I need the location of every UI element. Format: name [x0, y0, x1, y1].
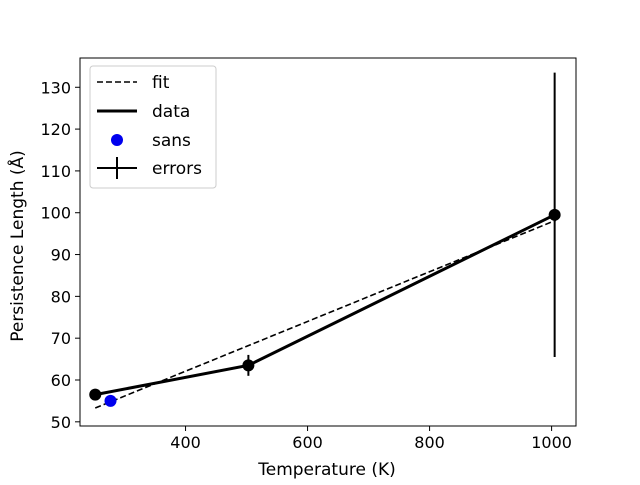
axes-layer: 400 600 800 1000 50 60 70 80 90 100 110 120 130	[40, 57, 577, 452]
legend: fit data sans errors	[89, 65, 217, 189]
legend-box	[89, 65, 217, 189]
axes-frame	[79, 57, 577, 427]
data-point	[548, 208, 561, 221]
y-tick-label: 90	[51, 246, 71, 265]
y-tick-label: 70	[51, 329, 71, 348]
plot-layer	[89, 72, 561, 409]
data-point	[242, 359, 255, 372]
y-tick-label: 100	[40, 204, 71, 223]
x-tick-label: 600	[292, 433, 323, 452]
legend-label-errors: errors	[152, 159, 202, 179]
x-axis-label: Temperature (K)	[257, 460, 396, 480]
y-tick-label: 120	[40, 120, 71, 139]
y-tick-label: 80	[51, 287, 71, 306]
x-tick-label: 800	[414, 433, 445, 452]
x-tick-label: 1000	[531, 433, 572, 452]
y-axis-label: Persistence Length (Å)	[6, 150, 28, 342]
x-tick-label: 400	[170, 433, 201, 452]
legend-label-sans: sans	[152, 131, 191, 151]
y-tick-label: 60	[51, 371, 71, 390]
legend-label-fit: fit	[152, 73, 170, 93]
data-point	[89, 388, 102, 401]
y-tick-label: 110	[40, 162, 71, 181]
y-tick-label: 50	[51, 413, 71, 432]
legend-sans-handle	[111, 134, 123, 146]
y-tick-label: 130	[40, 78, 71, 97]
legend-label-data: data	[152, 102, 190, 122]
sans-point	[104, 394, 117, 407]
